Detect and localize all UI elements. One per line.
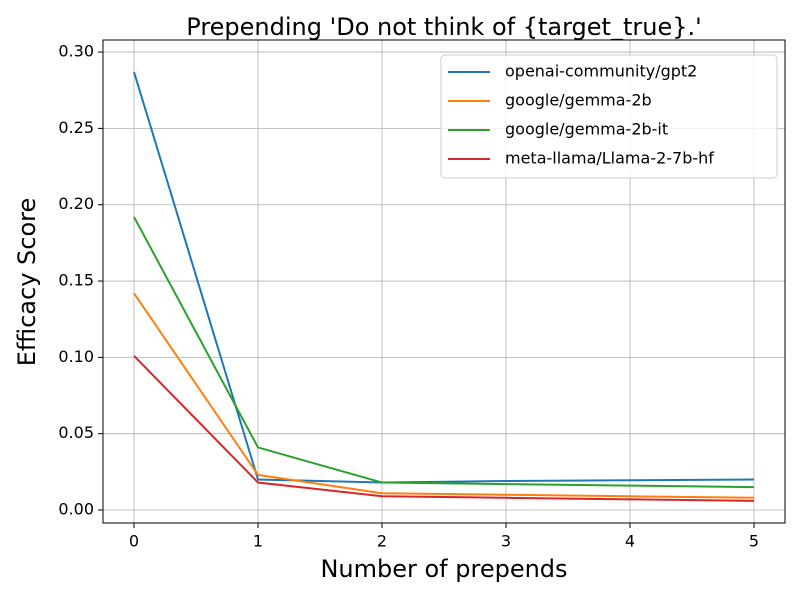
y-tick-label: 0.10 [58, 347, 94, 366]
legend-label: meta-llama/Llama-2-7b-hf [505, 149, 714, 168]
y-axis-label: Efficacy Score [13, 198, 41, 367]
series-line [133, 355, 755, 502]
legend-box [440, 54, 778, 179]
series-line [133, 292, 755, 499]
series-line [133, 71, 755, 484]
x-tick-label: 0 [129, 532, 139, 551]
x-tick-label: 1 [253, 532, 263, 551]
legend-label: google/gemma-2b-it [505, 120, 668, 139]
chart-title: Prepending 'Do not think of {target_true… [186, 13, 701, 41]
x-tick-label: 3 [501, 532, 511, 551]
y-tick-label: 0.05 [58, 423, 94, 442]
legend-label: openai-community/gpt2 [505, 62, 697, 81]
y-tick-label: 0.00 [58, 500, 94, 519]
x-tick-label: 5 [749, 532, 759, 551]
x-axis-label: Number of prepends [320, 555, 567, 583]
y-tick-label: 0.15 [58, 271, 94, 290]
y-tick-label: 0.30 [58, 42, 94, 61]
plot-frame [102, 39, 786, 524]
legend-label: google/gemma-2b [505, 91, 652, 110]
x-tick-label: 2 [377, 532, 387, 551]
series-line [133, 216, 755, 489]
y-tick-label: 0.25 [58, 118, 94, 137]
x-tick-label: 4 [625, 532, 635, 551]
y-tick-label: 0.20 [58, 194, 94, 213]
